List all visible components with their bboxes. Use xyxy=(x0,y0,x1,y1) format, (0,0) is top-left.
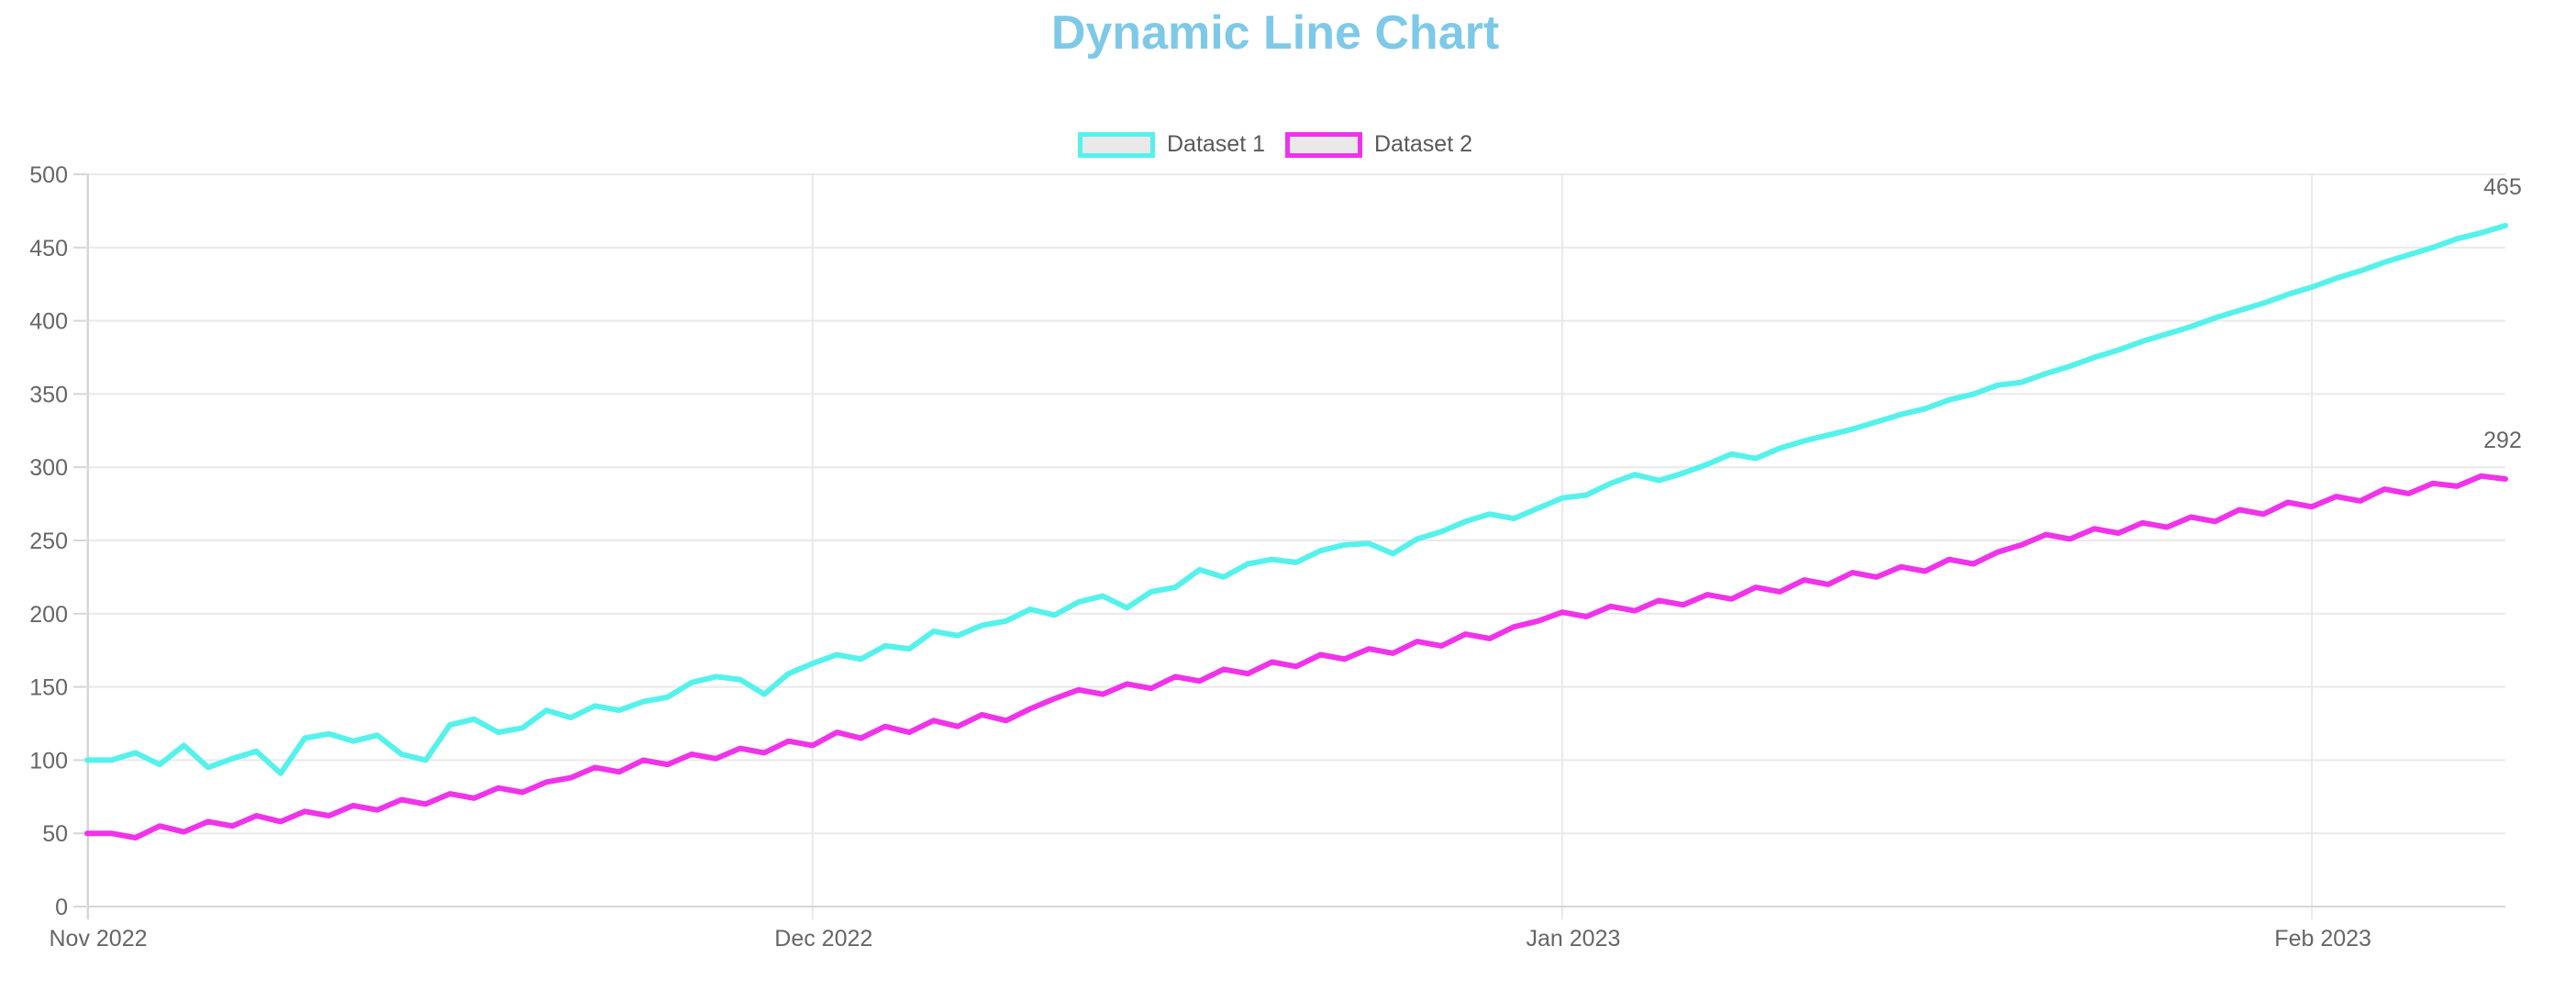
series-line-dataset-2[interactable] xyxy=(84,473,2508,841)
y-axis-tick-label: 250 xyxy=(29,529,68,554)
chart-title: Dynamic Line Chart xyxy=(1050,6,1500,60)
series-end-value-label: 292 xyxy=(2483,428,2522,453)
series-line-dataset-1[interactable] xyxy=(84,222,2508,776)
y-axis-tick-label: 0 xyxy=(55,895,68,920)
legend-label-dataset-1: Dataset 1 xyxy=(1166,131,1265,157)
legend-swatch-dataset-1-icon xyxy=(1077,131,1155,158)
x-axis-tick-label: Nov 2022 xyxy=(49,926,147,952)
legend: Dataset 1 Dataset 2 xyxy=(0,131,2550,158)
y-axis-tick-label: 300 xyxy=(29,455,68,481)
legend-item-dataset-1[interactable]: Dataset 1 xyxy=(1077,131,1265,158)
legend-label-dataset-2: Dataset 2 xyxy=(1374,131,1473,157)
y-axis-tick-label: 500 xyxy=(29,162,68,188)
y-axis-tick-label: 50 xyxy=(42,821,68,847)
legend-swatch-dataset-2-icon xyxy=(1285,131,1362,158)
x-axis-tick-label: Feb 2023 xyxy=(2274,926,2371,952)
legend-item-dataset-2[interactable]: Dataset 2 xyxy=(1285,131,1472,158)
x-axis-tick-label: Jan 2023 xyxy=(1527,926,1621,952)
x-axis-tick-label: Dec 2022 xyxy=(774,926,872,952)
series-end-value-label: 465 xyxy=(2483,174,2522,200)
y-axis-tick-label: 450 xyxy=(29,236,68,262)
y-axis-tick-label: 100 xyxy=(29,748,68,774)
y-axis-tick-label: 400 xyxy=(29,309,68,335)
y-axis-tick-label: 200 xyxy=(29,602,68,628)
y-axis-tick-label: 150 xyxy=(29,675,68,701)
y-axis-tick-label: 350 xyxy=(29,382,68,407)
